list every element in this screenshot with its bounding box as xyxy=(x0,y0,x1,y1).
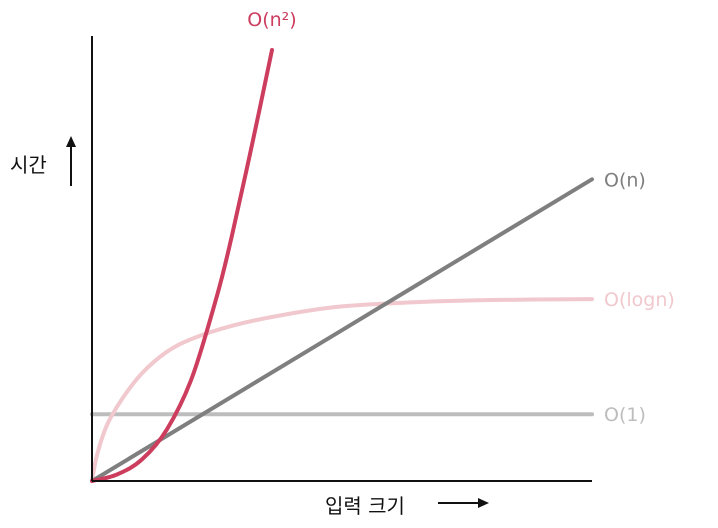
series-label-o-1: O(1) xyxy=(604,404,646,426)
series-label-o-logn: O(logn) xyxy=(604,289,675,311)
axes xyxy=(91,36,592,482)
x-axis-arrow-icon xyxy=(438,498,489,508)
curve-label-layer: O(1) O(logn) O(n) O(n²) xyxy=(247,9,675,426)
y-axis-title: 시간 xyxy=(10,153,47,177)
series-line-o-logn xyxy=(90,297,594,483)
series-label-o-n: O(n²) xyxy=(247,9,296,31)
series-label-o-n: O(n) xyxy=(604,169,646,191)
series-line-o-n xyxy=(90,177,594,483)
curve-layer xyxy=(90,48,594,483)
series-line-o-n xyxy=(90,48,274,483)
x-axis-title: 입력 크기 xyxy=(325,494,405,518)
y-axis-arrow-icon xyxy=(66,136,76,186)
